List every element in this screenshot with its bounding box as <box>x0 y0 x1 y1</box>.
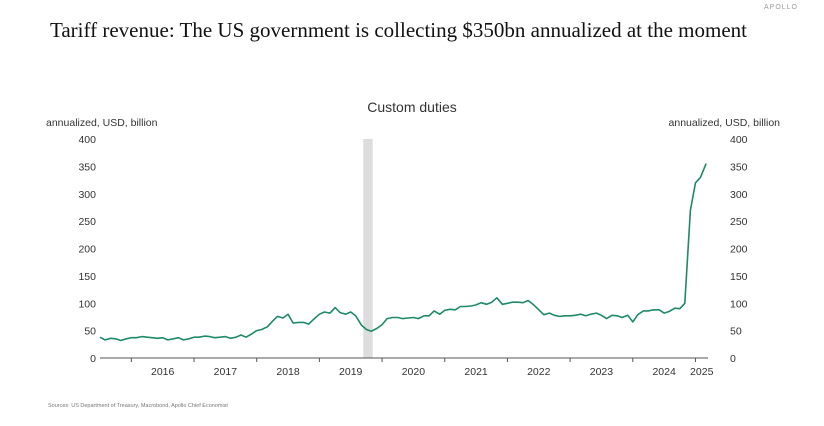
x-tick-label: 2021 <box>464 366 488 378</box>
apollo-logo: APOLLO <box>763 4 798 11</box>
x-tick-label: 2017 <box>214 366 238 378</box>
recession-band <box>363 139 373 358</box>
y-tick-label-right: 300 <box>730 189 748 201</box>
y-tick-label-left: 150 <box>78 271 96 283</box>
source-note: Sources: US Department of Treasury, Macr… <box>48 403 228 409</box>
y-tick-label-left: 0 <box>90 353 96 365</box>
x-tick-label: 2023 <box>590 366 614 378</box>
y-tick-label-right: 400 <box>730 134 748 146</box>
x-tick-label: 2016 <box>151 366 175 378</box>
x-tick-label: 2018 <box>276 366 300 378</box>
y-tick-label-left: 250 <box>78 216 96 228</box>
y-tick-label-right: 250 <box>730 216 748 228</box>
y-tick-label-left: 200 <box>78 244 96 256</box>
y-tick-label-left: 400 <box>78 134 96 146</box>
headline: Tariff revenue: The US government is col… <box>50 18 747 42</box>
x-tick-label: 2022 <box>527 366 551 378</box>
y-tick-label-right: 200 <box>730 244 748 256</box>
y-tick-label-left: 100 <box>78 298 96 310</box>
y-tick-label-left: 350 <box>78 161 96 173</box>
x-tick-label: 2020 <box>402 366 426 378</box>
y-tick-label-right: 0 <box>730 353 736 365</box>
series-line-custom-duties <box>99 163 707 342</box>
y-tick-label-right: 100 <box>730 298 748 310</box>
y-tick-label-right: 50 <box>730 326 742 338</box>
x-tick-label: 2024 <box>652 366 676 378</box>
y-axis-label-left: annualized, USD, billion <box>46 117 158 129</box>
y-axis-label-right: annualized, USD, billion <box>668 117 780 129</box>
y-tick-label-right: 150 <box>730 271 748 283</box>
y-tick-label-left: 50 <box>84 326 96 338</box>
chart-title: Custom duties <box>367 99 457 115</box>
x-tick-label: 2025 <box>690 366 714 378</box>
y-tick-label-left: 300 <box>78 189 96 201</box>
x-tick-label: 2019 <box>339 366 363 378</box>
y-tick-label-right: 350 <box>730 161 748 173</box>
